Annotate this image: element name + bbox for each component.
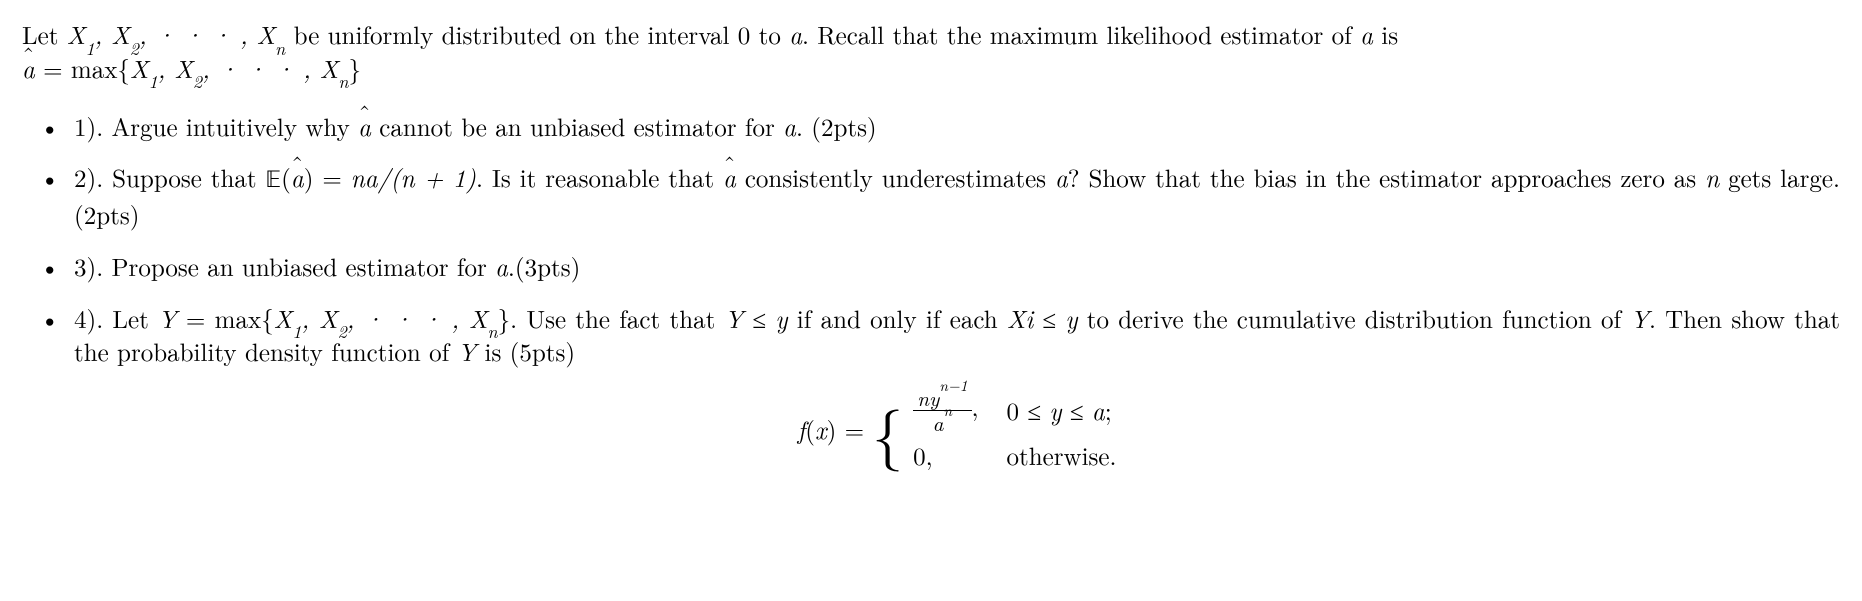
math-a: a bbox=[495, 249, 508, 284]
math-seq: X1, X2, · · · , Xn bbox=[67, 17, 286, 52]
math-Y: Y bbox=[725, 301, 744, 336]
t: ; bbox=[1105, 393, 1112, 428]
math-y: y bbox=[775, 301, 787, 336]
a: a bbox=[1092, 393, 1105, 428]
text: ( bbox=[281, 160, 291, 195]
num-exp: n−1 bbox=[939, 375, 967, 396]
text: 4). Let bbox=[74, 301, 158, 336]
problem-list: 1). Argue intuitively why a cannot be an… bbox=[22, 110, 1840, 473]
text: .(3pts) bbox=[508, 249, 580, 284]
fraction: nyn−1 an bbox=[913, 387, 971, 435]
t: ≤ bbox=[1062, 393, 1092, 428]
text: is bbox=[1373, 17, 1398, 52]
text: . Is it reasonable that bbox=[476, 160, 723, 195]
text: 1). Argue intuitively why bbox=[74, 109, 358, 144]
text: consistently underestimates bbox=[736, 160, 1055, 195]
text: } bbox=[348, 51, 361, 86]
math-seq: X1, X2, · · · , Xn bbox=[274, 301, 498, 336]
a-hat: a bbox=[291, 161, 304, 195]
case1-condition: 0 ≤ y ≤ a; bbox=[1007, 394, 1117, 428]
text: ) = bbox=[304, 160, 351, 195]
math-Y: Y bbox=[158, 301, 177, 336]
preamble: Let X1, X2, · · · , Xn be uniformly dist… bbox=[22, 18, 1840, 86]
a-hat: a bbox=[723, 161, 736, 195]
text: ? Show that the bias in the estimator ap… bbox=[1068, 160, 1705, 195]
cases: nyn−1 an , 0 ≤ y ≤ a; 0, otherwise. bbox=[913, 387, 1116, 472]
text: be uniformly distributed on the interval… bbox=[285, 17, 789, 52]
case2-condition: otherwise. bbox=[1007, 439, 1117, 473]
math-y: y bbox=[1065, 301, 1077, 336]
text: to derive the cumulative distribution fu… bbox=[1078, 301, 1631, 336]
text: . (2pts) bbox=[796, 109, 877, 144]
text: }. Use the fact that bbox=[498, 301, 725, 336]
a-hat: a bbox=[22, 52, 35, 86]
den-exp: n bbox=[943, 400, 952, 421]
text: . Recall that the maximum likelihood est… bbox=[802, 17, 1360, 52]
f: f bbox=[798, 412, 806, 447]
case1-value: nyn−1 an , bbox=[913, 387, 978, 435]
math-a: a bbox=[1360, 17, 1373, 52]
text: if and only if each bbox=[788, 301, 1007, 336]
math-frac: na/(n + 1) bbox=[351, 160, 476, 195]
eq: ) = bbox=[827, 412, 865, 447]
den-a: a bbox=[933, 408, 944, 438]
case2-value: 0, bbox=[913, 439, 978, 473]
math-a: a bbox=[1055, 160, 1068, 195]
math-n: n bbox=[1705, 160, 1719, 195]
math-seq: X1, X2, · · · , Xn bbox=[130, 51, 349, 86]
piecewise-function: f(x) = { nyn−1 an , 0 ≤ y ≤ a; 0, other bbox=[74, 387, 1840, 472]
text: ≤ bbox=[1033, 301, 1065, 336]
problem-4: 4). Let Y = max{X1, X2, · · · , Xn}. Use… bbox=[74, 302, 1840, 473]
t: 0 ≤ bbox=[1007, 393, 1050, 428]
a-hat: a bbox=[358, 110, 371, 144]
expectation-symbol: 𝔼 bbox=[266, 168, 282, 193]
math-Xi: Xi bbox=[1007, 301, 1033, 336]
text: 2). Suppose that bbox=[74, 160, 266, 195]
left-brace: { bbox=[872, 400, 903, 460]
problem-3: 3). Propose an unbiased estimator for a.… bbox=[74, 250, 1840, 284]
math-a: a bbox=[783, 109, 796, 144]
math-Y: Y bbox=[458, 334, 477, 369]
problem-1: 1). Argue intuitively why a cannot be an… bbox=[74, 110, 1840, 144]
y: y bbox=[1049, 393, 1061, 428]
x: x bbox=[815, 412, 827, 447]
comma: , bbox=[972, 389, 979, 424]
math-a: a bbox=[789, 17, 802, 52]
text: 3). Propose an unbiased estimator for bbox=[74, 249, 495, 284]
lhs: f(x) = bbox=[798, 413, 865, 447]
brace-wrap: { nyn−1 an , 0 ≤ y ≤ a; 0, otherwise. bbox=[872, 387, 1116, 472]
text: cannot be an unbiased estimator for bbox=[371, 109, 783, 144]
problem-2: 2). Suppose that 𝔼(a) = na/(n + 1). Is i… bbox=[74, 161, 1840, 232]
text: = max{ bbox=[177, 301, 274, 336]
math-Y: Y bbox=[1630, 301, 1649, 336]
text: = max{ bbox=[35, 51, 130, 86]
text: ≤ bbox=[743, 301, 775, 336]
